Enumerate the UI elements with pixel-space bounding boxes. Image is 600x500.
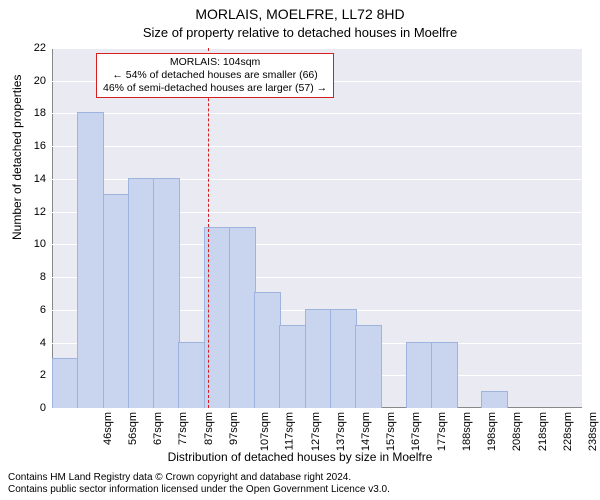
x-tick-label: 238sqm xyxy=(587,412,599,451)
y-tick-label: 10 xyxy=(2,238,46,250)
annotation-line: 46% of semi-detached houses are larger (… xyxy=(103,82,327,95)
bar xyxy=(254,292,281,408)
x-tick-label: 167sqm xyxy=(411,412,423,451)
x-tick-label: 218sqm xyxy=(537,412,549,451)
marker-line xyxy=(208,48,209,408)
bar xyxy=(406,342,433,408)
gridline xyxy=(52,146,582,147)
y-tick-label: 0 xyxy=(2,402,46,414)
bar xyxy=(305,309,332,408)
plot-area: MORLAIS: 104sqm← 54% of detached houses … xyxy=(52,48,582,408)
x-tick-label: 107sqm xyxy=(259,412,271,451)
attribution: Contains HM Land Registry data © Crown c… xyxy=(8,472,390,496)
bar xyxy=(103,194,130,408)
bar xyxy=(178,342,205,408)
y-tick-label: 4 xyxy=(2,337,46,349)
bar xyxy=(279,325,306,408)
y-tick-label: 22 xyxy=(2,42,46,54)
chart-title-sub: Size of property relative to detached ho… xyxy=(0,25,600,40)
x-tick-label: 67sqm xyxy=(152,412,164,445)
y-tick-label: 20 xyxy=(2,75,46,87)
x-tick-label: 46sqm xyxy=(102,412,114,445)
gridline xyxy=(52,48,582,49)
bar xyxy=(229,227,256,408)
y-tick-label: 16 xyxy=(2,140,46,152)
gridline xyxy=(52,113,582,114)
x-tick-label: 127sqm xyxy=(310,412,322,451)
bar xyxy=(52,358,79,408)
x-tick-label: 56sqm xyxy=(127,412,139,445)
x-tick-label: 77sqm xyxy=(177,412,189,445)
x-tick-label: 228sqm xyxy=(562,412,574,451)
bar xyxy=(431,342,458,408)
x-tick-label: 147sqm xyxy=(360,412,372,451)
y-tick-label: 2 xyxy=(2,369,46,381)
x-tick-label: 117sqm xyxy=(284,412,296,450)
annotation-line: ← 54% of detached houses are smaller (66… xyxy=(103,69,327,82)
y-tick-label: 6 xyxy=(2,304,46,316)
annotation-line: MORLAIS: 104sqm xyxy=(103,56,327,69)
x-tick-label: 188sqm xyxy=(461,412,473,451)
chart-title-main: MORLAIS, MOELFRE, LL72 8HD xyxy=(0,6,600,22)
x-tick-label: 208sqm xyxy=(512,412,524,451)
bar xyxy=(355,325,382,408)
y-tick-label: 8 xyxy=(2,271,46,283)
x-tick-label: 137sqm xyxy=(335,412,347,451)
y-tick-label: 14 xyxy=(2,173,46,185)
attribution-line1: Contains HM Land Registry data © Crown c… xyxy=(8,472,390,484)
bar xyxy=(481,391,508,408)
annotation-box: MORLAIS: 104sqm← 54% of detached houses … xyxy=(96,53,334,98)
x-tick-label: 198sqm xyxy=(486,412,498,451)
bar xyxy=(128,178,155,408)
chart-container: MORLAIS, MOELFRE, LL72 8HD Size of prope… xyxy=(0,0,600,500)
x-tick-label: 87sqm xyxy=(203,412,215,445)
y-axis-line xyxy=(52,48,53,408)
x-tick-label: 177sqm xyxy=(436,412,448,451)
bar xyxy=(153,178,180,408)
bar xyxy=(330,309,357,408)
y-tick-label: 18 xyxy=(2,107,46,119)
bar xyxy=(77,112,104,408)
gridline xyxy=(52,408,582,409)
y-tick-label: 12 xyxy=(2,206,46,218)
x-axis-label: Distribution of detached houses by size … xyxy=(0,450,600,464)
x-tick-label: 157sqm xyxy=(385,412,397,451)
attribution-line2: Contains public sector information licen… xyxy=(8,484,390,496)
x-tick-label: 97sqm xyxy=(228,412,240,445)
